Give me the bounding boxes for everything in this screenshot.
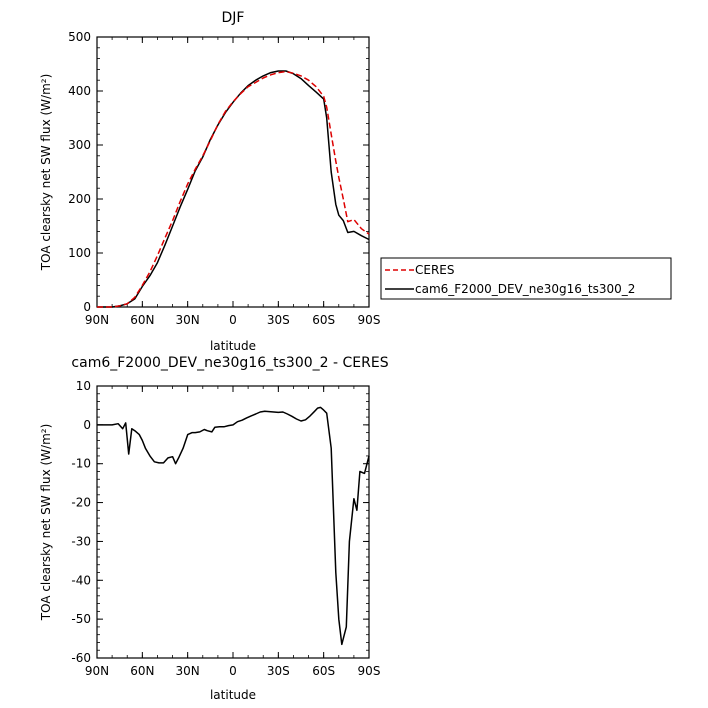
legend-label-ceres: CERES (415, 263, 455, 277)
top-ytick-label: 300 (68, 138, 91, 152)
top-xtick-label: 90S (358, 313, 381, 327)
bottom-ytick-label: 10 (76, 379, 91, 393)
bottom-xtick-label: 60S (312, 664, 335, 678)
bottom-xtick-label: 90N (85, 664, 109, 678)
bottom-xtick-label: 30N (176, 664, 200, 678)
top-panel-xlabel: latitude (210, 339, 256, 353)
bottom-panel-xlabel: latitude (210, 688, 256, 702)
top-panel-ylabel: TOA clearsky net SW flux (W/m²) (39, 74, 53, 272)
top-series-cam6-f2000-dev-ne30g16-ts300-2-line (97, 70, 370, 308)
bottom-panel: cam6_F2000_DEV_ne30g16_ts300_2 - CERES l… (39, 355, 389, 702)
bottom-ytick-label: -50 (71, 612, 91, 626)
top-xtick-label: 60S (312, 313, 335, 327)
bottom-series-difference-line (97, 406, 370, 646)
top-xtick-label: 30S (267, 313, 290, 327)
bottom-ytick-label: -60 (71, 651, 91, 665)
legend-label-cam6: cam6_F2000_DEV_ne30g16_ts300_2 (415, 282, 635, 296)
bottom-ytick-label: -10 (71, 457, 91, 471)
top-panel-title: DJF (222, 10, 245, 26)
top-plot-frame (96, 36, 370, 308)
top-series-ceres-line (97, 70, 370, 308)
bottom-ytick-label: -30 (71, 534, 91, 548)
top-ytick-label: 200 (68, 192, 91, 206)
top-ytick-label: 400 (68, 84, 91, 98)
bottom-xtick-label: 90S (358, 664, 381, 678)
bottom-xtick-label: 0 (229, 664, 237, 678)
bottom-xtick-label: 60N (130, 664, 154, 678)
top-ytick-label: 500 (68, 30, 91, 44)
legend-box (380, 257, 672, 300)
top-panel: DJF latitude TOA clearsky net SW flux (W… (39, 10, 380, 353)
top-xtick-label: 0 (229, 313, 237, 327)
top-xtick-label: 30N (176, 313, 200, 327)
legend: CERES cam6_F2000_DEV_ne30g16_ts300_2 (380, 257, 672, 300)
bottom-ytick-label: 0 (83, 418, 91, 432)
bottom-panel-title: cam6_F2000_DEV_ne30g16_ts300_2 - CERES (71, 355, 388, 371)
top-ytick-label: 100 (68, 246, 91, 260)
top-ytick-label: 0 (83, 300, 91, 314)
bottom-panel-ylabel: TOA clearsky net SW flux (W/m²) (39, 424, 53, 622)
top-xtick-label: 60N (130, 313, 154, 327)
top-xtick-label: 90N (85, 313, 109, 327)
bottom-ytick-label: -20 (71, 496, 91, 510)
bottom-ytick-label: -40 (71, 573, 91, 587)
bottom-xtick-label: 30S (267, 664, 290, 678)
